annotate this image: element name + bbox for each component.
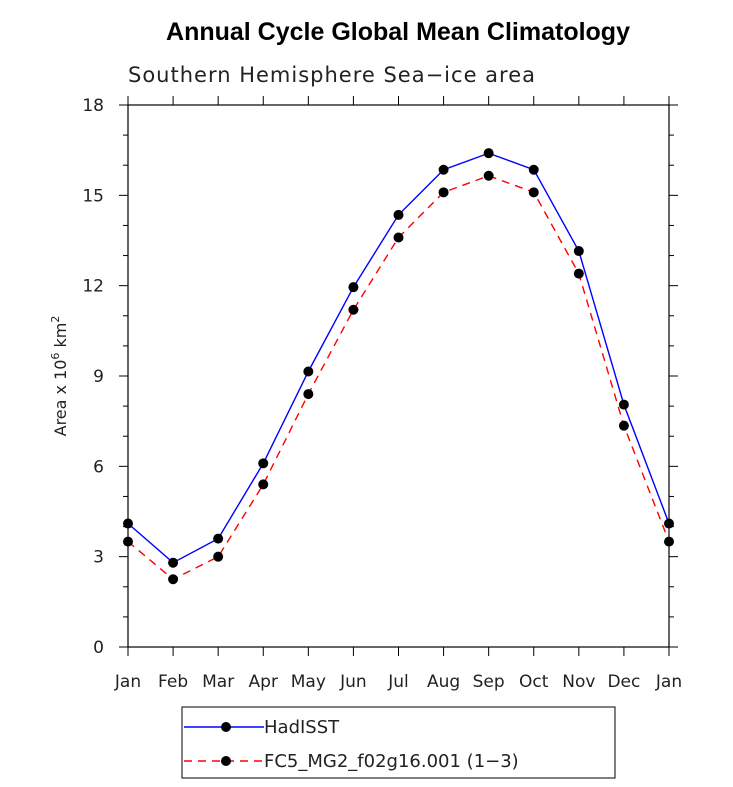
data-point-series-0 (573, 246, 584, 257)
x-axis: Jan Feb Mar Apr May Jun Jul Aug Sep Oct Nov Dec Jan (114, 96, 682, 692)
data-point-series-1 (258, 479, 269, 490)
legend-marker-fc5 (221, 756, 231, 766)
x-tick-label: Mar (202, 672, 234, 692)
y-axis-label-unit: km (51, 323, 70, 353)
y-axis-label: Area x 106 km2 (49, 316, 70, 437)
x-tick-label: Oct (519, 672, 549, 692)
legend-label-fc5: FC5_MG2_f02g16.001 (1−3) (264, 751, 519, 772)
data-point-series-0 (664, 518, 674, 529)
data-point-series-0 (168, 557, 179, 568)
data-point-series-0 (123, 518, 133, 529)
plot-frame (127, 104, 670, 648)
x-tick-label: Nov (562, 672, 595, 692)
data-point-series-1 (348, 304, 359, 315)
y-axis-label-exponent-2: 2 (49, 316, 62, 323)
data-point-series-1 (213, 551, 224, 562)
x-tick-label: May (291, 672, 326, 692)
legend-box (181, 706, 616, 779)
data-point-series-1 (618, 420, 629, 431)
data-point-series-1 (303, 389, 314, 400)
y-tick-label: 3 (93, 548, 104, 568)
x-tick-label: Jul (387, 672, 409, 692)
data-point-series-1 (438, 187, 449, 198)
chart-subtitle: Southern Hemisphere Sea−ice area (128, 63, 536, 87)
data-point-series-0 (483, 148, 494, 159)
y-axis: 0 3 6 9 12 15 18 (82, 96, 678, 658)
x-tick-label: Sep (473, 672, 505, 692)
data-point-series-1 (483, 170, 494, 181)
data-point-series-1 (123, 536, 133, 547)
legend-marker-hadisst (221, 722, 231, 732)
y-tick-label: 15 (82, 186, 104, 206)
x-tick-label: Jun (339, 672, 367, 692)
y-tick-label: 18 (82, 96, 104, 116)
x-tick-label: Jan (114, 672, 141, 692)
data-point-series-0 (348, 282, 359, 293)
chart-title: Annual Cycle Global Mean Climatology (166, 18, 630, 46)
y-tick-label: 6 (93, 457, 104, 477)
legend: HadISST FC5_MG2_f02g16.001 (1−3) (181, 706, 616, 779)
y-tick-label: 0 (93, 638, 104, 658)
data-point-series-0 (303, 366, 314, 377)
y-tick-label: 12 (82, 277, 104, 297)
x-tick-label: Dec (607, 672, 640, 692)
series-layer (123, 148, 674, 585)
data-point-series-0 (438, 164, 449, 175)
y-axis-label-exponent-1: 6 (49, 353, 62, 360)
x-tick-label: Feb (158, 672, 188, 692)
data-point-series-1 (664, 536, 674, 547)
y-axis-label-text: Area x 10 (51, 360, 70, 437)
legend-label-hadisst: HadISST (264, 717, 340, 738)
x-tick-label: Apr (249, 672, 278, 692)
data-point-series-0 (213, 533, 224, 544)
data-point-series-0 (258, 458, 269, 469)
data-point-series-1 (393, 232, 404, 243)
x-tick-label: Jan (655, 672, 682, 692)
data-point-series-0 (393, 209, 404, 220)
data-point-series-1 (528, 187, 539, 198)
data-point-series-1 (168, 574, 179, 585)
y-tick-label: 9 (93, 367, 104, 387)
data-point-series-0 (618, 399, 629, 410)
x-tick-label: Aug (427, 672, 460, 692)
data-point-series-1 (573, 268, 584, 279)
data-point-series-0 (528, 164, 539, 175)
